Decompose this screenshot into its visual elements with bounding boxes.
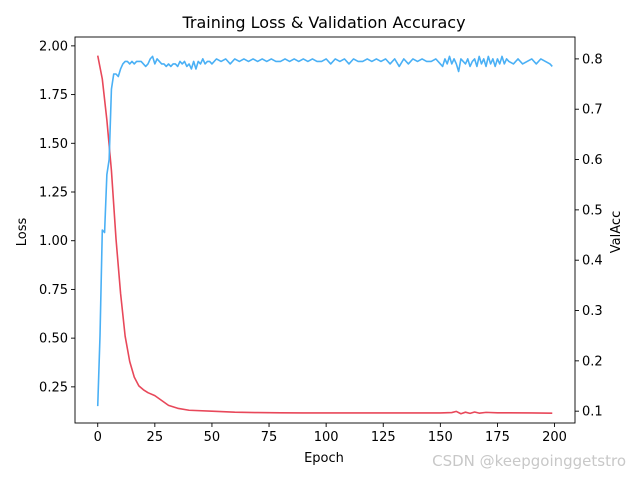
y-right-tick-label: 0.1 <box>582 405 603 420</box>
x-tick-label: 125 <box>371 430 396 445</box>
x-tick-label: 150 <box>428 430 453 445</box>
y-axis-right-title: ValAcc <box>609 211 624 253</box>
y-left-tick-label: 1.00 <box>39 234 68 249</box>
x-tick-label: 0 <box>94 430 102 445</box>
chart-title: Training Loss & Validation Accuracy <box>181 13 465 32</box>
x-axis-title: Epoch <box>304 451 344 466</box>
x-tick-label: 50 <box>204 430 221 445</box>
x-tick-label: 25 <box>147 430 164 445</box>
x-tick-label: 100 <box>314 430 339 445</box>
y-right-tick-label: 0.2 <box>582 354 603 369</box>
y-axis-left-title: Loss <box>15 218 30 247</box>
y-left-tick-label: 0.75 <box>39 283 68 298</box>
plot-area: 0 25 50 75 100 125 150 175 200 0.25 0.50 0.75 1.00 1.… <box>39 36 603 445</box>
x-tick-label: 200 <box>542 430 567 445</box>
valacc-series-line <box>96 55 553 407</box>
x-tick-label: 75 <box>261 430 278 445</box>
y-left-tick-label: 2.00 <box>39 39 68 54</box>
y-right-tick-label: 0.4 <box>582 254 603 269</box>
x-tick-label: 175 <box>485 430 510 445</box>
watermark: CSDN @keepgoinggetstro <box>432 452 626 470</box>
y-right-tick-label: 0.8 <box>582 52 603 67</box>
y-left-tick-label: 0.25 <box>39 380 68 395</box>
y-right-tick-label: 0.6 <box>582 153 603 168</box>
y-left-tick-label: 1.50 <box>39 137 68 152</box>
y-left-tick-label: 1.75 <box>39 88 68 103</box>
y-right-tick-label: 0.3 <box>582 304 603 319</box>
plot-frame <box>74 36 576 424</box>
y-right-tick-label: 0.5 <box>582 203 603 218</box>
loss-series-line <box>96 55 553 415</box>
y-left-tick-label: 0.50 <box>39 332 68 347</box>
y-left-tick-label: 1.25 <box>39 186 68 201</box>
y-right-tick-label: 0.7 <box>582 103 603 118</box>
